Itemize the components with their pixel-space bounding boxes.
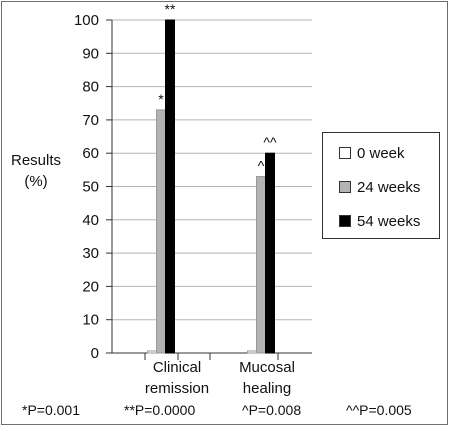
bar-2-54-weeks xyxy=(265,152,275,354)
y-tick-label-30: 30 xyxy=(82,245,99,262)
legend-swatch-54-weeks xyxy=(339,215,351,227)
legend-label-54-weeks: 54 weeks xyxy=(357,212,421,230)
y-tick-label-10: 10 xyxy=(82,312,99,329)
y-tick-label-20: 20 xyxy=(82,278,99,295)
footnote-3: ^P=0.008 xyxy=(242,402,302,418)
legend-swatch-0-week xyxy=(339,147,351,159)
legend-item-0-week: 0 week xyxy=(339,143,405,163)
bar-1-24-weeks xyxy=(156,109,166,354)
y-tick-label-90: 90 xyxy=(82,45,99,62)
legend-swatch-24-weeks xyxy=(339,181,351,193)
bar-1-0-week xyxy=(147,350,157,354)
legend: 0 week 24 weeks 54 weeks xyxy=(322,132,440,239)
footnote-1: *P=0.001 xyxy=(22,402,80,418)
bar-2-0-week xyxy=(247,350,257,354)
bar-2-24-weeks xyxy=(256,176,266,354)
y-tick-label-80: 80 xyxy=(82,79,99,96)
footnotes: *P=0.001 **P=0.0000 ^P=0.008 ^^P=0.005 xyxy=(0,402,451,424)
legend-label-0-week: 0 week xyxy=(357,144,405,162)
y-tick-label-0: 0 xyxy=(91,345,99,362)
bar-annotation-3: ^ xyxy=(258,158,265,174)
bar-annotation-1: * xyxy=(158,91,164,107)
footnote-4: ^^P=0.005 xyxy=(346,402,412,418)
category-label-clinical-remission: Clinical remission xyxy=(122,357,232,399)
y-tick-label-100: 100 xyxy=(74,12,99,29)
category-label-line-1-1: Clinical xyxy=(152,359,202,376)
footnote-2: **P=0.0000 xyxy=(124,402,196,418)
category-label-mucosal-healing: Mucosal healing xyxy=(212,357,322,399)
legend-item-54-weeks: 54 weeks xyxy=(339,211,420,231)
y-tick-label-40: 40 xyxy=(82,212,99,229)
category-label-line-2-1: Mucosal xyxy=(239,359,295,376)
y-axis-label: Results (%) xyxy=(6,150,66,192)
bar-annotation-2: ** xyxy=(165,1,176,17)
y-tick-label-60: 60 xyxy=(82,145,99,162)
legend-label-24-weeks: 24 weeks xyxy=(357,178,421,196)
y-tick-label-50: 50 xyxy=(82,179,99,196)
bar-annotation-4: ^^ xyxy=(263,134,277,150)
bar-1-54-weeks xyxy=(165,19,175,354)
category-label-line-1-2: remission xyxy=(144,380,210,397)
legend-item-24-weeks: 24 weeks xyxy=(339,177,420,197)
y-tick-label-70: 70 xyxy=(82,112,99,129)
category-label-line-2-2: healing xyxy=(242,380,292,397)
y-axis-label-line-2: (%) xyxy=(24,173,48,190)
y-axis-label-line-1: Results xyxy=(10,152,62,169)
